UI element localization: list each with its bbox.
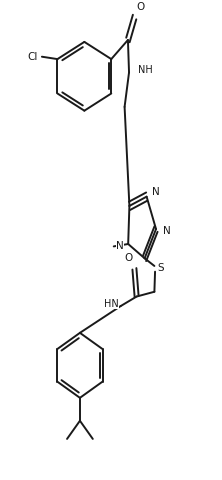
Text: N: N: [152, 187, 160, 197]
Text: HN: HN: [104, 299, 119, 309]
Text: O: O: [136, 2, 145, 12]
Text: N: N: [116, 241, 124, 252]
Text: NH: NH: [138, 65, 153, 75]
Text: Cl: Cl: [27, 52, 38, 62]
Text: S: S: [157, 263, 164, 273]
Text: N: N: [163, 227, 170, 237]
Text: O: O: [124, 253, 133, 263]
